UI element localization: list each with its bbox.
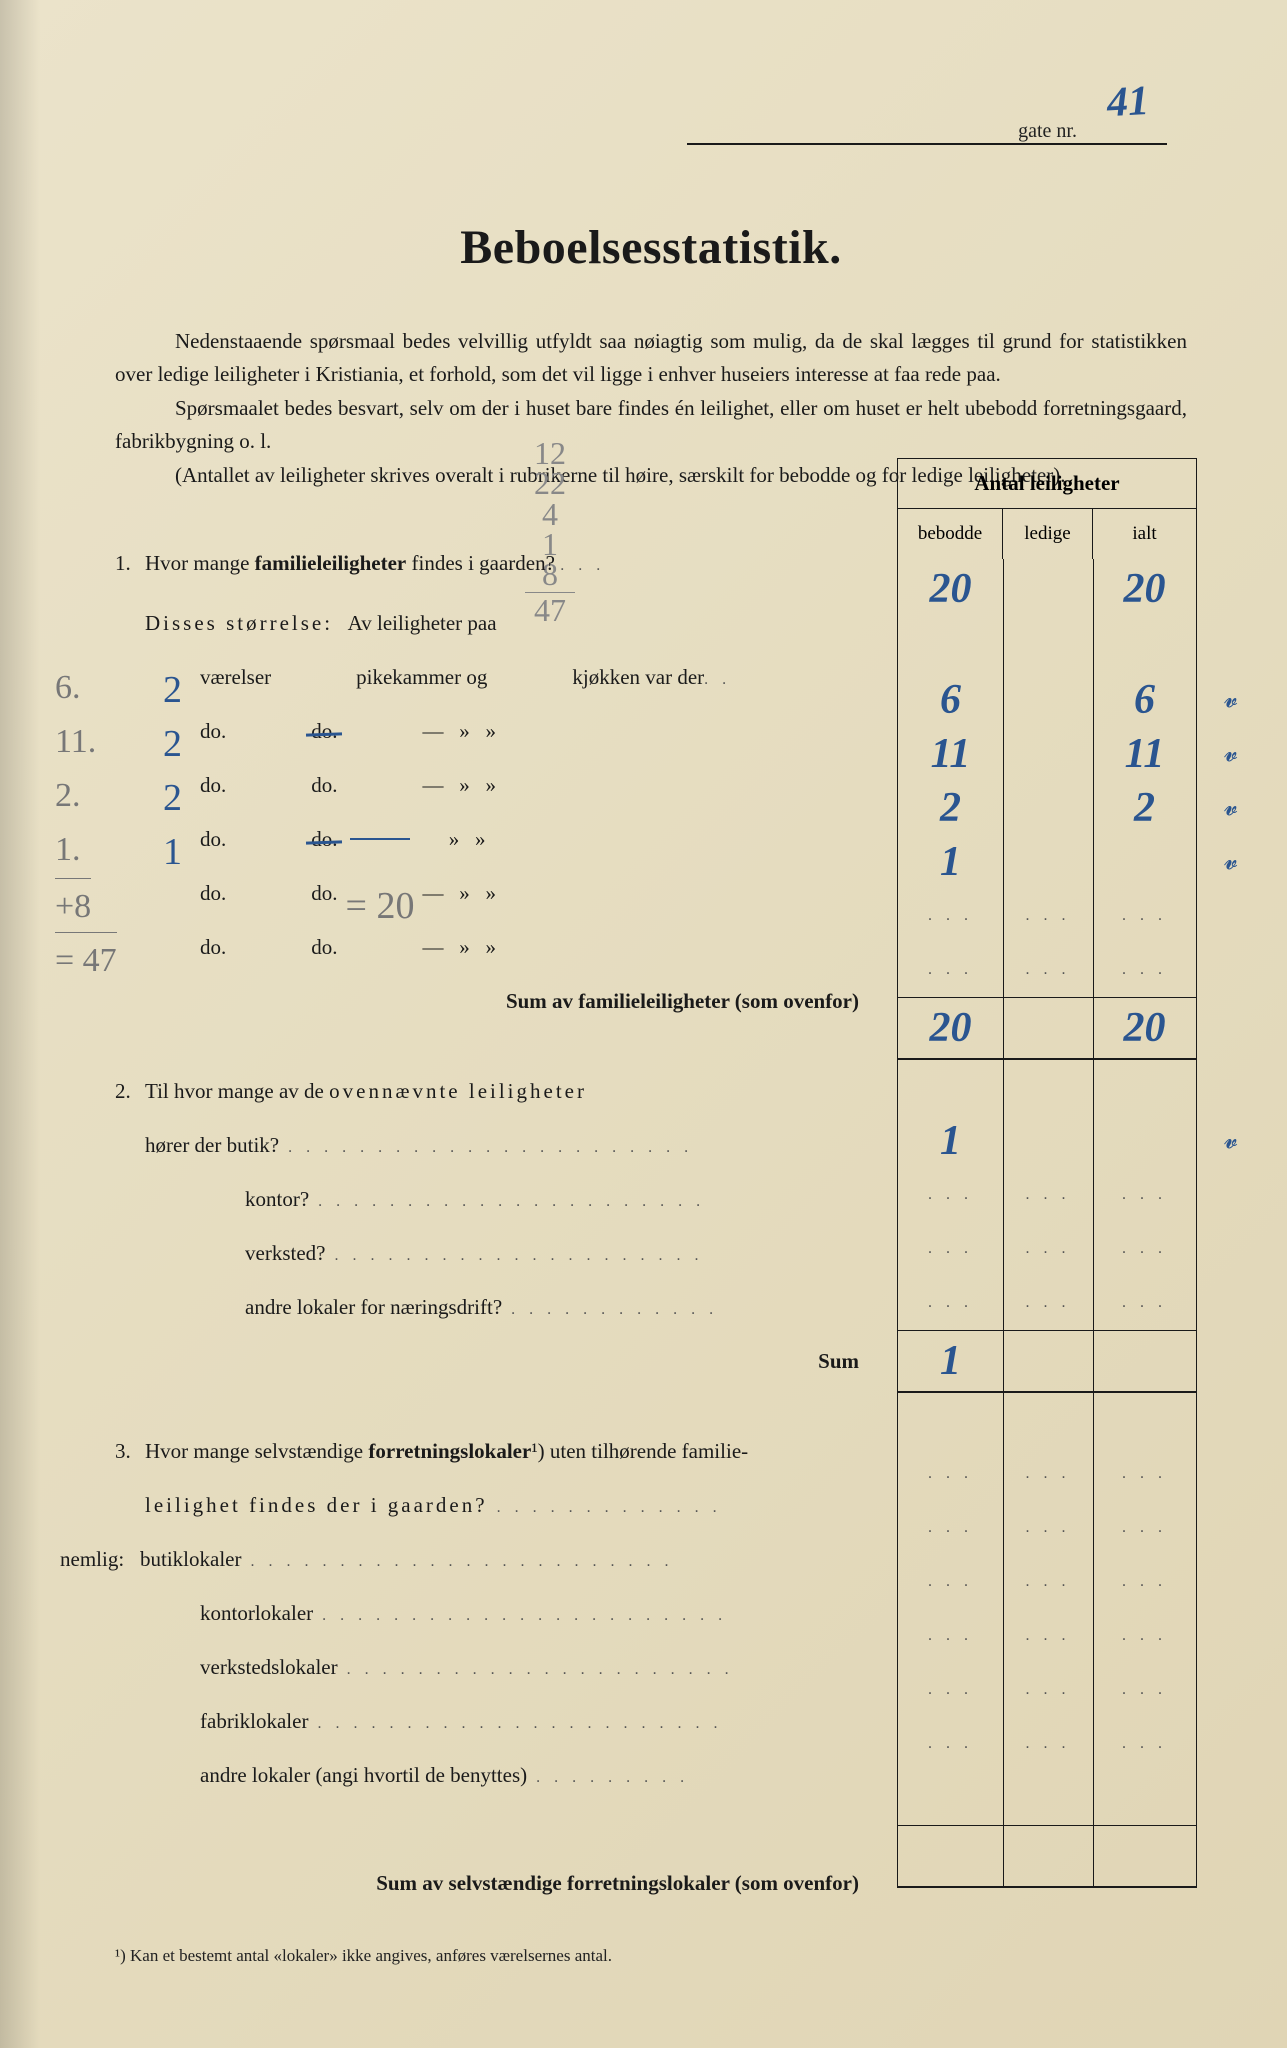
size-row-4: 1. 1 do. do. » » bbox=[115, 824, 867, 878]
size-row-5: +8 do. do. = 20 — » » bbox=[115, 878, 867, 932]
check-mark: 𝓿 bbox=[1224, 846, 1238, 877]
table-body: 20 20 6 6 𝓿 11 11 𝓿 2 bbox=[897, 559, 1197, 1888]
row-r1: 6 6 𝓿 bbox=[898, 673, 1196, 727]
q2-butik: hører der butik? . . . . . . . . . . . .… bbox=[115, 1130, 867, 1184]
row-r5: . . . . . . . . . bbox=[898, 889, 1196, 943]
row-q2-andre: . . .. . .. . . bbox=[898, 1276, 1196, 1330]
row-q2-sum: 1 bbox=[898, 1331, 1196, 1391]
gate-label: gate nr. bbox=[1018, 120, 1077, 142]
col-ialt: ialt bbox=[1093, 509, 1196, 559]
row-q1-sum: 20 20 bbox=[898, 998, 1196, 1058]
row-r4: 1 𝓿 bbox=[898, 835, 1196, 889]
q3-sum: Sum av selvstændige forretningslokaler (… bbox=[115, 1868, 867, 1928]
row-q2-verksted: . . .. . .. . . bbox=[898, 1222, 1196, 1276]
q3-fabrik: fabriklokaler . . . . . . . . . . . . . … bbox=[115, 1706, 867, 1760]
col-ledige: ledige bbox=[1003, 509, 1093, 559]
row-r3: 2 2 𝓿 bbox=[898, 781, 1196, 835]
q2-verksted: verksted? . . . . . . . . . . . . . . . … bbox=[115, 1238, 867, 1292]
row-q3-sum bbox=[898, 1826, 1196, 1886]
gate-number-value: 41 bbox=[1106, 77, 1150, 127]
row-size-header bbox=[898, 619, 1196, 673]
row-q1-total: 20 20 bbox=[898, 559, 1196, 619]
form-body: 12 22 4 1 8 47 Antal leiligheter bebodde… bbox=[115, 498, 1187, 1928]
table-title: Antal leiligheter bbox=[898, 459, 1196, 509]
size-row-2: 11. 2 do. do. — » » bbox=[115, 716, 867, 770]
intro-p2: Spørsmaalet bedes besvart, selv om der i… bbox=[115, 392, 1187, 457]
q1-sum: Sum av familieleiligheter (som ovenfor) bbox=[115, 986, 867, 1046]
check-mark: 𝓿 bbox=[1224, 792, 1238, 823]
page-title: Beboelsesstatistik. bbox=[115, 220, 1187, 275]
table-header: Antal leiligheter bebodde ledige ialt bbox=[897, 458, 1197, 559]
row-q2-butik: 1 𝓿 bbox=[898, 1114, 1196, 1168]
q2-line1: 2. Til hvor mange av de ovennævnte leili… bbox=[115, 1076, 867, 1130]
table-columns: bebodde ledige ialt bbox=[898, 509, 1196, 559]
q3-butik: nemlig: butiklokaler . . . . . . . . . .… bbox=[115, 1544, 867, 1598]
q3-kontor: kontorlokaler . . . . . . . . . . . . . … bbox=[115, 1598, 867, 1652]
size-row-3: 2. 2 do. do. — » » bbox=[115, 770, 867, 824]
row-r2: 11 11 𝓿 bbox=[898, 727, 1196, 781]
q3-line1: 3. Hvor mange selvstændige forretningslo… bbox=[115, 1436, 867, 1490]
size-row-6: = 47 do. do. — » » bbox=[115, 932, 867, 986]
q1: 1. Hvor mange familieleiligheter findes … bbox=[115, 548, 867, 608]
row-q2-header bbox=[898, 1060, 1196, 1114]
col-bebodde: bebodde bbox=[898, 509, 1003, 559]
q2-andre: andre lokaler for næringsdrift? . . . . … bbox=[115, 1292, 867, 1346]
q2-sum: Sum bbox=[115, 1346, 867, 1406]
row-r6: . . . . . . . . . bbox=[898, 943, 1196, 997]
check-mark: 𝓿 bbox=[1224, 684, 1238, 715]
q3-line2: leilighet findes der i gaarden? . . . . … bbox=[115, 1490, 867, 1544]
q3-verksted: verkstedslokaler . . . . . . . . . . . .… bbox=[115, 1652, 867, 1706]
check-mark: 𝓿 bbox=[1224, 1125, 1238, 1156]
count-table: Antal leiligheter bebodde ledige ialt 20… bbox=[897, 458, 1197, 1888]
size-row-1: 6. 2 værelser pikekammer og kjøkken var … bbox=[115, 662, 867, 716]
q1-size-heading: Disses størrelse: Av leiligheter paa bbox=[115, 608, 867, 662]
q3-andre: andre lokaler (angi hvortil de benyttes)… bbox=[115, 1760, 867, 1814]
q2-kontor: kontor? . . . . . . . . . . . . . . . . … bbox=[115, 1184, 867, 1238]
footnote: ¹) Kan et bestemt antal «lokaler» ikke a… bbox=[115, 1946, 1187, 1966]
check-mark: 𝓿 bbox=[1224, 738, 1238, 769]
document-page: gate nr. 41 Beboelsesstatistik. Nedensta… bbox=[0, 0, 1287, 2048]
gate-number-field: gate nr. 41 bbox=[687, 120, 1167, 145]
intro-p1: Nedenstaaende spørsmaal bedes velvillig … bbox=[115, 325, 1187, 390]
row-q2-kontor: . . .. . .. . . bbox=[898, 1168, 1196, 1222]
